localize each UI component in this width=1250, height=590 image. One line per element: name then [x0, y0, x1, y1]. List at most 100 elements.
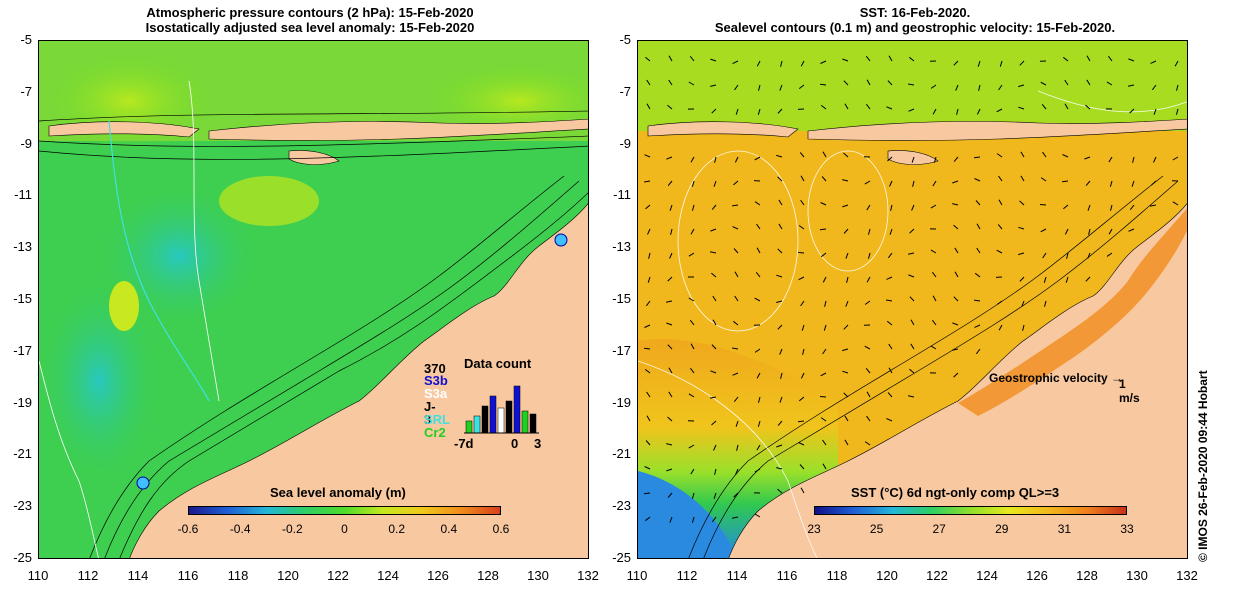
velocity-arrow	[912, 180, 915, 187]
longitude-tick-label: 114	[726, 568, 748, 583]
warm-coastal-water	[958, 208, 1187, 416]
velocity-arrow	[712, 516, 717, 523]
velocity-arrow	[797, 420, 805, 423]
velocity-arrow	[754, 468, 761, 473]
velocity-arrow	[734, 84, 739, 91]
velocity-arrow	[756, 444, 761, 451]
velocity-arrow	[690, 367, 695, 374]
velocity-arrow	[1021, 300, 1025, 307]
velocity-arrow	[688, 444, 695, 449]
velocity-arrow	[710, 370, 717, 374]
velocity-arrow	[754, 348, 761, 353]
velocity-arrow-icon: →	[1111, 371, 1124, 385]
latitude-tick-label: -9	[20, 135, 32, 151]
velocity-arrow	[734, 271, 739, 278]
velocity-arrow	[667, 180, 673, 187]
velocity-arrow	[667, 104, 673, 110]
velocity-arrow	[868, 252, 871, 259]
velocity-arrow	[1019, 276, 1025, 282]
velocity-arrow	[779, 348, 783, 355]
velocity-arrow	[800, 372, 805, 379]
velocity-arrow	[800, 60, 805, 67]
velocity-arrow	[690, 156, 695, 163]
velocity-arrow	[1044, 300, 1047, 307]
velocity-arrow	[996, 300, 1003, 305]
velocity-arrow	[714, 156, 717, 163]
sla-colorbar-tick: -0.4	[229, 522, 251, 536]
velocity-arrow	[754, 156, 761, 161]
velocity-arrow	[953, 296, 959, 302]
longitude-tick-label: 112	[77, 568, 99, 583]
velocity-arrow	[909, 296, 915, 302]
velocity-arrow	[820, 252, 827, 258]
velocity-arrow	[712, 295, 717, 302]
velocity-arrow	[931, 271, 937, 278]
velocity-arrow	[998, 175, 1003, 182]
velocity-arrow	[798, 396, 805, 402]
velocity-arrow	[952, 180, 959, 184]
velocity-arrow	[865, 367, 871, 374]
lesser-sunda-islands	[807, 118, 1187, 141]
velocity-arrow	[711, 420, 717, 426]
velocity-arrow	[842, 370, 849, 374]
velocity-arrow	[666, 443, 673, 446]
velocity-arrow	[667, 344, 673, 350]
velocity-arrow	[1107, 55, 1113, 62]
right-title-line2: Sealevel contours (0.1 m) and geostrophi…	[714, 20, 1116, 35]
pressure-contours	[39, 80, 220, 558]
velocity-arrow	[1131, 180, 1135, 187]
sat-s3b: S3b	[424, 373, 448, 388]
sst-colorbar-tick: 27	[932, 522, 946, 536]
velocity-arrow	[843, 80, 849, 86]
velocity-arrow	[822, 151, 827, 158]
velocity-arrow	[953, 156, 959, 162]
left-title-line1: Atmospheric pressure contours (2 hPa): 1…	[146, 5, 474, 20]
velocity-arrow	[956, 108, 959, 115]
velocity-arrow	[844, 103, 849, 110]
velocity-arrow	[666, 156, 673, 160]
velocity-arrow	[666, 322, 673, 326]
velocity-arrow	[732, 204, 739, 207]
velocity-arrow	[691, 492, 695, 499]
velocity-arrow	[820, 202, 827, 206]
latitude-tick-label: -15	[13, 291, 32, 306]
bathymetry-contours	[688, 175, 1179, 558]
velocity-arrow	[713, 444, 717, 451]
velocity-arrow	[1040, 228, 1047, 233]
velocity-arrow	[778, 199, 783, 206]
velocity-arrow	[886, 276, 893, 280]
velocity-arrow	[780, 372, 783, 379]
velocity-arrow	[931, 319, 937, 326]
velocity-arrow	[1019, 200, 1025, 206]
velocity-arrow	[665, 300, 673, 303]
latitude-tick-label: -13	[612, 239, 631, 255]
velocity-arrow	[688, 81, 695, 86]
velocity-arrow	[646, 103, 651, 110]
sst-colorbar-tick: 25	[869, 522, 884, 536]
velocity-arrow	[711, 204, 717, 210]
velocity-arrow	[644, 368, 651, 374]
velocity-arrow	[887, 252, 893, 259]
velocity-arrow	[952, 348, 959, 351]
velocity-arrow	[691, 180, 695, 187]
velocity-arrow	[776, 154, 783, 158]
velocity-arrow	[864, 345, 871, 350]
velocity-arrow	[976, 108, 981, 115]
data-count-max: 370	[424, 361, 446, 376]
velocity-arrow	[755, 271, 761, 278]
velocity-arrow	[998, 199, 1003, 206]
velocity-label: Geostrophic velocity	[989, 371, 1108, 385]
velocity-arrow	[732, 320, 739, 326]
velocity-arrow	[1129, 204, 1135, 211]
longitude-tick-label: 126	[427, 568, 449, 583]
velocity-arrow	[756, 223, 761, 230]
velocity-arrow	[1174, 60, 1179, 67]
velocity-arrow	[819, 228, 827, 231]
velocity-arrow	[776, 444, 783, 448]
velocity-arrow	[820, 417, 827, 422]
velocity-arrow	[867, 228, 871, 235]
velocity-arrow	[667, 492, 673, 498]
velocity-arrow	[974, 272, 981, 278]
velocity-arrow	[732, 347, 739, 350]
velocity-arrow	[798, 276, 805, 281]
